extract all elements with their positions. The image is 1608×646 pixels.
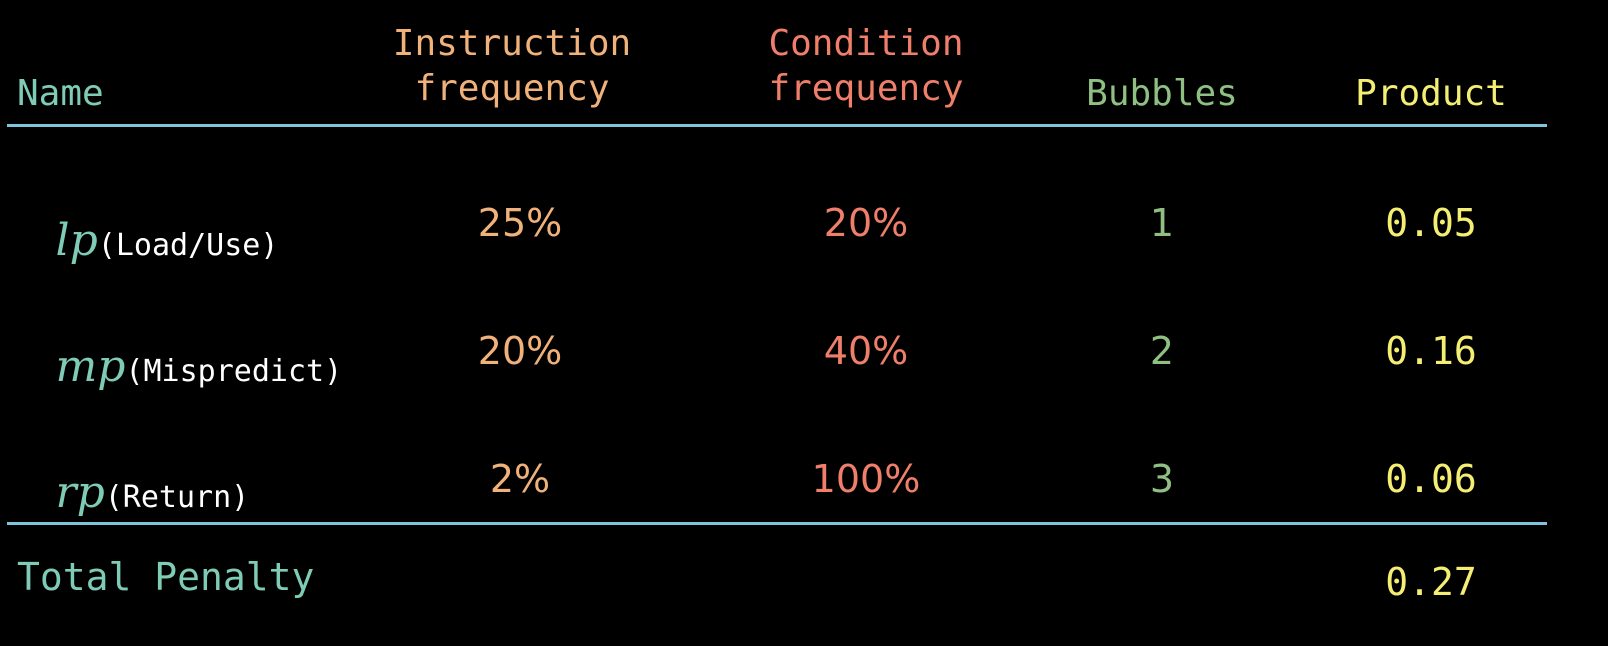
row-product: 0.05 bbox=[1385, 201, 1477, 245]
row-name: mp(Mispredict) bbox=[17, 322, 343, 411]
header-rule bbox=[7, 124, 1547, 127]
total-value: 0.27 bbox=[1385, 560, 1477, 604]
row-instruction-frequency: 2% bbox=[489, 457, 551, 501]
row-label: (Load/Use) bbox=[97, 228, 279, 263]
row-bubbles: 3 bbox=[1149, 457, 1175, 501]
header-bubbles: Bubbles bbox=[1086, 73, 1238, 114]
header-instruction-frequency-line2: frequency bbox=[414, 68, 610, 109]
row-name: rp(Return) bbox=[17, 448, 250, 537]
total-rule bbox=[7, 522, 1547, 525]
row-instruction-frequency: 25% bbox=[477, 201, 563, 245]
header-name: Name bbox=[17, 73, 104, 114]
row-condition-frequency: 20% bbox=[823, 201, 909, 245]
header-condition-frequency-line2: frequency bbox=[768, 68, 964, 109]
header-product: Product bbox=[1355, 73, 1507, 114]
header-instruction-frequency-line1: Instruction bbox=[392, 23, 632, 64]
row-variable: mp bbox=[55, 341, 126, 392]
row-variable: rp bbox=[55, 467, 105, 518]
row-condition-frequency: 100% bbox=[811, 457, 921, 501]
row-label: (Mispredict) bbox=[125, 354, 343, 389]
row-label: (Return) bbox=[104, 480, 250, 515]
row-product: 0.06 bbox=[1385, 457, 1477, 501]
row-name: lp(Load/Use) bbox=[17, 196, 279, 285]
total-label: Total Penalty bbox=[17, 555, 315, 599]
header-condition-frequency-line1: Condition bbox=[768, 23, 964, 64]
row-bubbles: 2 bbox=[1149, 329, 1175, 373]
row-condition-frequency: 40% bbox=[823, 329, 909, 373]
row-bubbles: 1 bbox=[1149, 201, 1175, 245]
row-instruction-frequency: 20% bbox=[477, 329, 563, 373]
row-product: 0.16 bbox=[1385, 329, 1477, 373]
row-variable: lp bbox=[55, 215, 98, 266]
